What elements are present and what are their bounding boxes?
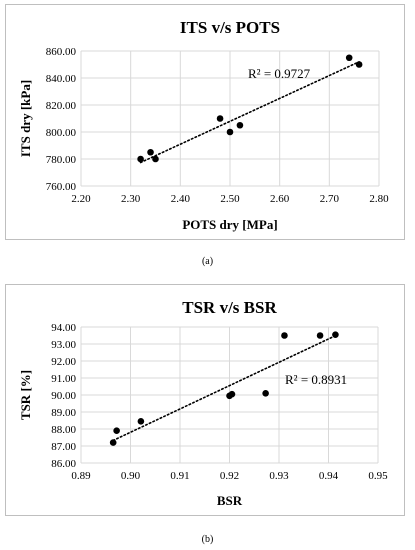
chart-a-xtick-label: 2.40	[171, 193, 191, 205]
chart-b-data-point	[281, 332, 288, 339]
chart-b-xtick-label: 0.93	[269, 470, 289, 482]
chart-a-ytick-label: 800.00	[46, 127, 77, 139]
chart-b-xtick-label: 0.89	[71, 470, 91, 482]
chart-a-data-point	[216, 115, 224, 122]
chart-b-data-point	[137, 418, 145, 425]
caption-a: (a)	[201, 256, 214, 267]
chart-b-ytick-label: 88.00	[51, 424, 76, 436]
chart-a-r2-annotation: R² = 0.9727	[248, 66, 311, 81]
chart-b-ytick-label: 87.00	[51, 441, 76, 453]
chart-b-ytick-label: 91.00	[51, 373, 76, 385]
chart-a-ytick-label: 840.00	[46, 73, 77, 85]
chart-a-xtick-label: 2.50	[220, 193, 240, 205]
chart-b-xtick-label: 0.90	[121, 470, 141, 482]
chart-b-xtick-label: 0.94	[319, 470, 339, 482]
chart-a-trendline	[139, 60, 360, 164]
chart-b-ytick-label: 89.00	[51, 407, 76, 419]
chart-a-data-point	[236, 121, 244, 129]
chart-a-xtick-label: 2.70	[320, 193, 340, 205]
chart-b-data-point	[316, 332, 324, 339]
chart-a-ytick-label: 860.00	[46, 46, 77, 58]
chart-b-data-point	[228, 390, 236, 398]
chart-b-svg: TSR v/s BSR 86.00 87.00 88.00 89.00 90.00 91.0…	[18, 298, 388, 508]
chart-a-data-point	[355, 61, 363, 68]
chart-b-ytick-label: 93.00	[51, 339, 76, 351]
chart-b-ytick-label: 94.00	[51, 322, 76, 334]
chart-a-title: ITS v/s POTS	[180, 18, 280, 37]
chart-b-ylabel: TSR [%]	[18, 370, 33, 420]
chart-a-data-point	[345, 54, 353, 62]
chart-a-xtick-label: 2.30	[121, 193, 141, 205]
chart-a-ytick-label: 760.00	[46, 181, 77, 193]
chart-b-r2-annotation: R² = 0.8931	[285, 372, 347, 387]
chart-b-data-point	[109, 439, 117, 446]
chart-a-ytick-label: 780.00	[46, 154, 77, 166]
chart-a-xtick-label: 2.80	[369, 193, 389, 205]
chart-a-xtick-label: 2.60	[270, 193, 290, 205]
chart-b-ytick-label: 90.00	[51, 390, 76, 402]
chart-a-xlabel: POTS dry [MPa]	[182, 217, 277, 232]
chart-b-ytick-label: 92.00	[51, 356, 76, 368]
caption-b: (b)	[201, 534, 214, 545]
chart-a-ylabel: ITS dry [kPa]	[18, 80, 33, 157]
chart-b-ytick-label: 86.00	[51, 458, 76, 470]
chart-a-svg: ITS v/s POTS 760.00 780.00 800.00 820.00 840.…	[18, 18, 389, 232]
chart-b-xtick-label: 0.91	[170, 470, 189, 482]
chart-b-trendline	[112, 334, 337, 442]
chart-a-ytick-label: 820.00	[46, 100, 77, 112]
chart-b-data-point	[113, 427, 120, 434]
chart-a-data-point	[137, 155, 144, 163]
chart-b-data-point	[262, 390, 269, 397]
chart-b-xlabel: BSR	[217, 493, 243, 508]
chart-b-title: TSR v/s BSR	[182, 298, 277, 317]
chart-b-xtick-label: 0.92	[220, 470, 239, 482]
chart-a-xtick-label: 2.20	[71, 193, 91, 205]
chart-a-data-point	[226, 128, 234, 136]
chart-tsr-vs-bsr: TSR v/s BSR 86.00 87.00 88.00 89.00 90.00 91.0…	[5, 284, 405, 516]
chart-its-vs-pots: ITS v/s POTS 760.00 780.00 800.00 820.00 840.…	[5, 4, 405, 240]
chart-b-xtick-label: 0.95	[368, 470, 388, 482]
chart-a-data-point	[147, 148, 154, 156]
chart-b-data-point	[332, 331, 339, 338]
chart-a-data-point	[152, 155, 159, 163]
